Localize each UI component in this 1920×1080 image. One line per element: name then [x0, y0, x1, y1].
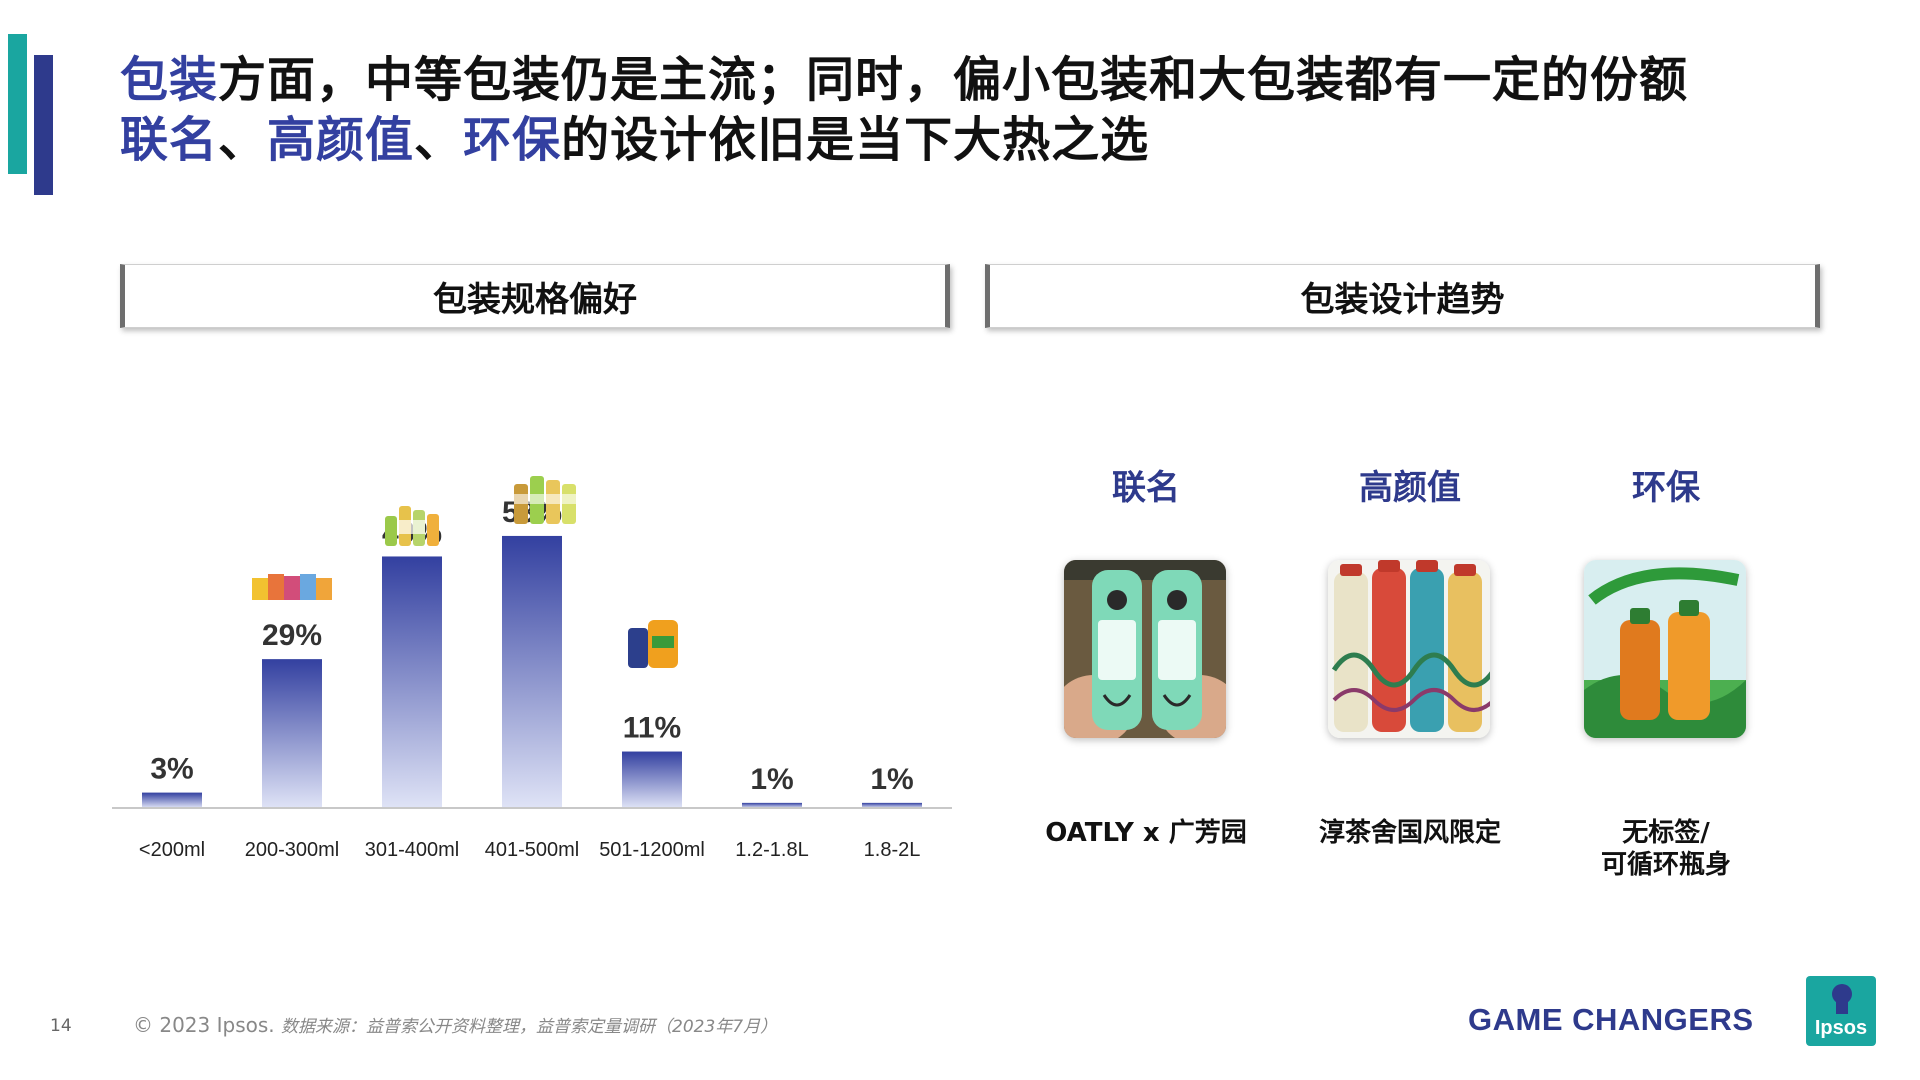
source-note: 数据来源：益普索公开资料整理，益普索定量调研（2023年7月） — [281, 1017, 778, 1037]
page-title: 包装方面，中等包装仍是主流；同时，偏小包装和大包装都有一定的份额 联名、高颜值、… — [120, 50, 1688, 170]
aesthetic-bottles-image — [1328, 560, 1490, 738]
trend-label-eco: 环保 — [1632, 468, 1700, 508]
trend-label-collab: 联名 — [1112, 468, 1180, 508]
headline-line-2-segment-4: 环保 — [463, 112, 562, 168]
trend-label-aesthetic: 高颜值 — [1359, 468, 1461, 508]
footer-copyright: © 2023 Ipsos. 数据来源：益普索公开资料整理，益普索定量调研（202… — [133, 1012, 777, 1037]
headline-line-2-segment-2: 高颜值 — [267, 112, 415, 168]
caption-line-1: 无标签/ — [1622, 818, 1710, 848]
size-preference-bar-chart: 3%<200ml29%200-300ml49%301-400ml53%401-5… — [112, 476, 952, 861]
collab-bottle-image — [1064, 560, 1226, 738]
bar-200-300ml — [262, 659, 322, 808]
headline-line-2-segment-5: 的设计依旧是当下大热之选 — [561, 112, 1150, 168]
category-label-1.2-1.8L: 1.2-1.8L — [735, 839, 808, 861]
value-label-200-300ml: 29% — [262, 619, 322, 652]
copyright-text: © 2023 Ipsos. — [133, 1013, 275, 1037]
category-label-401-500ml: 401-500ml — [485, 839, 580, 861]
section-title-design-trend: 包装设计趋势 — [985, 264, 1820, 328]
product-image-501-1200ml — [628, 620, 678, 668]
logo-text: Ipsos — [1814, 1017, 1868, 1039]
product-image-200-300ml — [252, 574, 332, 600]
product-image-301-400ml — [385, 506, 439, 546]
bar-301-400ml — [382, 556, 442, 808]
bar-1.2-1.8L — [742, 802, 802, 808]
caption-line-2: 可循环瓶身 — [1600, 850, 1731, 880]
caption-line: OATLY x 广芳园 — [1045, 818, 1247, 848]
accent-bar-navy — [34, 55, 53, 195]
trend-collab: 联名 OATLY x 广芳园 — [1016, 460, 1276, 848]
category-label-501-1200ml: 501-1200ml — [599, 839, 705, 861]
product-image-401-500ml — [514, 476, 576, 524]
value-label-1.2-1.8L: 1% — [750, 763, 793, 796]
category-label-200-300ml: 200-300ml — [245, 839, 340, 861]
headline-line-1: 包装方面，中等包装仍是主流；同时，偏小包装和大包装都有一定的份额 — [120, 50, 1688, 110]
section-title-text: 包装设计趋势 — [1300, 279, 1505, 320]
category-label-301-400ml: 301-400ml — [365, 839, 460, 861]
bar-501-1200ml — [622, 751, 682, 808]
caption-line: 淳茶舍国风限定 — [1318, 818, 1501, 848]
bar-401-500ml — [502, 535, 562, 808]
headline-line-2-segment-3: 、 — [414, 112, 464, 168]
value-label-501-1200ml: 11% — [623, 712, 681, 745]
game-changers-brand: GAME CHANGERS — [1468, 1002, 1754, 1037]
headline-line-2-segment-0: 联名 — [120, 112, 219, 168]
trend-caption-aesthetic: 淳茶舍国风限定 — [1280, 817, 1540, 849]
headline-line-1-segment-1: 方面，中等包装仍是主流；同时，偏小包装和大包装都有一定的份额 — [218, 52, 1689, 108]
trend-caption-eco: 无标签/ 可循环瓶身 — [1536, 817, 1796, 881]
eco-bottles-image — [1584, 560, 1746, 738]
headline-line-2-segment-1: 、 — [218, 112, 268, 168]
headline-line-2: 联名、高颜值、环保的设计依旧是当下大热之选 — [120, 110, 1688, 170]
trend-aesthetic: 高颜值 淳茶舍国风限定 — [1280, 460, 1540, 848]
section-title-size-preference: 包装规格偏好 — [120, 264, 950, 328]
value-label-<200ml: 3% — [150, 753, 193, 786]
category-label-1.8-2L: 1.8-2L — [864, 839, 921, 861]
category-label-<200ml: <200ml — [139, 839, 205, 861]
page-number: 14 — [50, 1016, 72, 1036]
bar-1.8-2L — [862, 802, 922, 808]
bar-<200ml — [142, 792, 202, 808]
trend-caption-collab: OATLY x 广芳园 — [1016, 817, 1276, 849]
ipsos-logo: Ipsos — [1806, 976, 1876, 1046]
accent-bar-teal — [8, 34, 27, 174]
section-title-text: 包装规格偏好 — [433, 279, 637, 320]
value-label-1.8-2L: 1% — [870, 763, 913, 796]
trend-eco: 环保 无标签/ 可循环瓶身 — [1536, 460, 1796, 880]
headline-line-1-segment-0: 包装 — [120, 52, 219, 108]
